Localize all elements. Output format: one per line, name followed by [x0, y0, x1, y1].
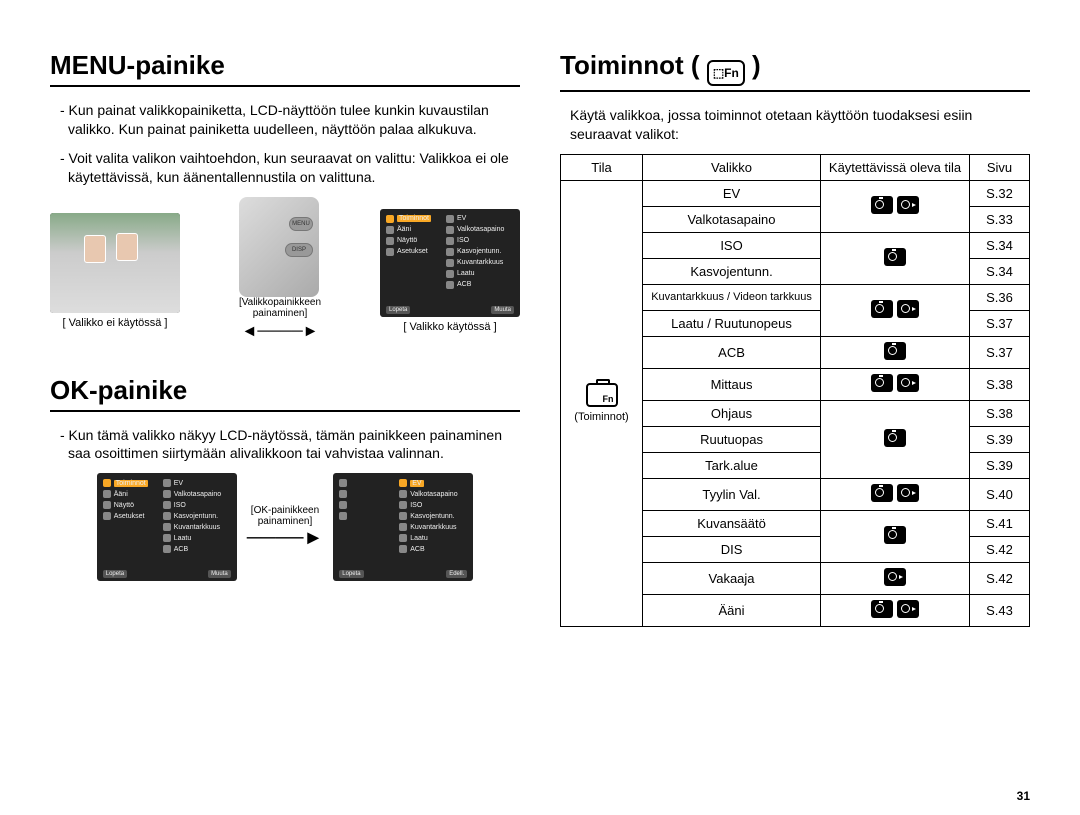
menu-name-cell: Vakaaja — [643, 562, 821, 594]
mode-cell — [821, 336, 970, 368]
camera-mode-icon — [871, 196, 893, 214]
ok-press-label-1: [OK-painikkeen — [247, 505, 323, 516]
ok-press-label-2: painaminen] — [247, 516, 323, 527]
heading-rule-3 — [560, 90, 1030, 92]
left-column: MENU-painike - Kun painat valikkopainike… — [50, 50, 520, 627]
page-cell: S.34 — [970, 258, 1030, 284]
functions-heading: Toiminnot ( ⬚Fn ) — [560, 50, 1030, 86]
page-cell: S.37 — [970, 310, 1030, 336]
ok-figure-row: Toiminnot Ääni Näyttö Asetukset EV Valko… — [50, 473, 520, 581]
mode-cell — [821, 180, 970, 232]
caption-no-menu: [ Valikko ei käytössä ] — [50, 317, 180, 329]
video-mode-icon — [897, 600, 919, 618]
mode-cell — [821, 594, 970, 626]
right-arrow: ────► — [247, 527, 323, 550]
page-cell: S.43 — [970, 594, 1030, 626]
tila-label: (Toiminnot) — [574, 411, 628, 423]
table-header-row: Tila Valikko Käytettävissä oleva tila Si… — [561, 154, 1030, 180]
heading-rule-2 — [50, 410, 520, 412]
menu-name-cell: Kuvantarkkuus / Videon tarkkuus — [643, 284, 821, 310]
video-mode-icon — [897, 374, 919, 392]
menu-name-cell: Ruutuopas — [643, 426, 821, 452]
page-cell: S.39 — [970, 452, 1030, 478]
menu-desc-2: - Voit valita valikon vaihtoehdon, kun s… — [50, 149, 520, 187]
page-cell: S.39 — [970, 426, 1030, 452]
menu-name-cell: Ääni — [643, 594, 821, 626]
center-camera-graphic: MENU DISP [Valikkopainikkeen painaminen]… — [239, 197, 321, 345]
th-sivu: Sivu — [970, 154, 1030, 180]
mode-cell — [821, 510, 970, 562]
camera-mode-icon — [871, 600, 893, 618]
menu-name-cell: Laatu / Ruutunopeus — [643, 310, 821, 336]
table-row: (Toiminnot)EVS.32 — [561, 180, 1030, 206]
lcd-ok-after: EV Valkotasapaino ISO Kasvojentunn. Kuva… — [333, 473, 473, 581]
camera-mode-icon — [871, 484, 893, 502]
tila-cell: (Toiminnot) — [561, 180, 643, 626]
caption-menu-shown: [ Valikko käytössä ] — [380, 321, 520, 333]
camera-mode-icon — [871, 300, 893, 318]
page-cell: S.40 — [970, 478, 1030, 510]
page-cell: S.42 — [970, 536, 1030, 562]
video-mode-icon — [884, 568, 906, 586]
lcd-ok-before: Toiminnot Ääni Näyttö Asetukset EV Valko… — [97, 473, 237, 581]
th-tila: Tila — [561, 154, 643, 180]
page-cell: S.38 — [970, 400, 1030, 426]
menu-name-cell: Kasvojentunn. — [643, 258, 821, 284]
mode-cell — [821, 562, 970, 594]
camera-mode-icon — [884, 429, 906, 447]
page-cell: S.38 — [970, 368, 1030, 400]
page-cell: S.42 — [970, 562, 1030, 594]
menu-name-cell: ISO — [643, 232, 821, 258]
page-cell: S.33 — [970, 206, 1030, 232]
ok-button-heading: OK-painike — [50, 375, 520, 406]
video-mode-icon — [897, 196, 919, 214]
right-column: Toiminnot ( ⬚Fn ) Käytä valikkoa, jossa … — [560, 50, 1030, 627]
menu-name-cell: DIS — [643, 536, 821, 562]
page-cell: S.32 — [970, 180, 1030, 206]
heading-rule — [50, 85, 520, 87]
page-number: 31 — [1017, 789, 1030, 803]
page-cell: S.36 — [970, 284, 1030, 310]
mode-cell — [821, 368, 970, 400]
mode-cell — [821, 284, 970, 336]
page-cell: S.34 — [970, 232, 1030, 258]
lcd-no-menu: [ Valikko ei käytössä ] — [50, 213, 180, 329]
mode-cell — [821, 478, 970, 510]
page-cell: S.41 — [970, 510, 1030, 536]
camera-mode-icon — [871, 374, 893, 392]
menu-desc-1: - Kun painat valikkopainiketta, LCD-näyt… — [50, 101, 520, 139]
th-valikko: Valikko — [643, 154, 821, 180]
fn-icon — [586, 383, 618, 407]
ok-desc: - Kun tämä valikko näkyy LCD-näytössä, t… — [50, 426, 520, 464]
press-label-1: [Valikkopainikkeen — [239, 297, 321, 308]
camera-mode-icon — [884, 526, 906, 544]
mode-cell — [821, 232, 970, 284]
menu-name-cell: Mittaus — [643, 368, 821, 400]
menu-name-cell: ACB — [643, 336, 821, 368]
menu-figure-row: [ Valikko ei käytössä ] MENU DISP [Valik… — [50, 197, 520, 345]
bidir-arrow: ◄────► — [239, 323, 321, 341]
camera-mode-icon — [884, 248, 906, 266]
functions-intro: Käytä valikkoa, jossa toiminnot otetaan … — [560, 106, 1030, 144]
functions-table: Tila Valikko Käytettävissä oleva tila Si… — [560, 154, 1030, 627]
menu-name-cell: Ohjaus — [643, 400, 821, 426]
mode-cell — [821, 400, 970, 478]
page-cell: S.37 — [970, 336, 1030, 368]
menu-button-heading: MENU-painike — [50, 50, 520, 81]
menu-name-cell: Kuvansäätö — [643, 510, 821, 536]
video-mode-icon — [897, 300, 919, 318]
menu-name-cell: Tark.alue — [643, 452, 821, 478]
video-mode-icon — [897, 484, 919, 502]
camera-mode-icon — [884, 342, 906, 360]
press-label-2: painaminen] — [239, 308, 321, 319]
fn-camera-icon: ⬚Fn — [707, 60, 745, 86]
lcd-menu-shown: Toiminnot Ääni Näyttö Asetukset EV Valko… — [380, 209, 520, 333]
th-tila-avail: Käytettävissä oleva tila — [821, 154, 970, 180]
menu-name-cell: EV — [643, 180, 821, 206]
menu-name-cell: Valkotasapaino — [643, 206, 821, 232]
menu-name-cell: Tyylin Val. — [643, 478, 821, 510]
